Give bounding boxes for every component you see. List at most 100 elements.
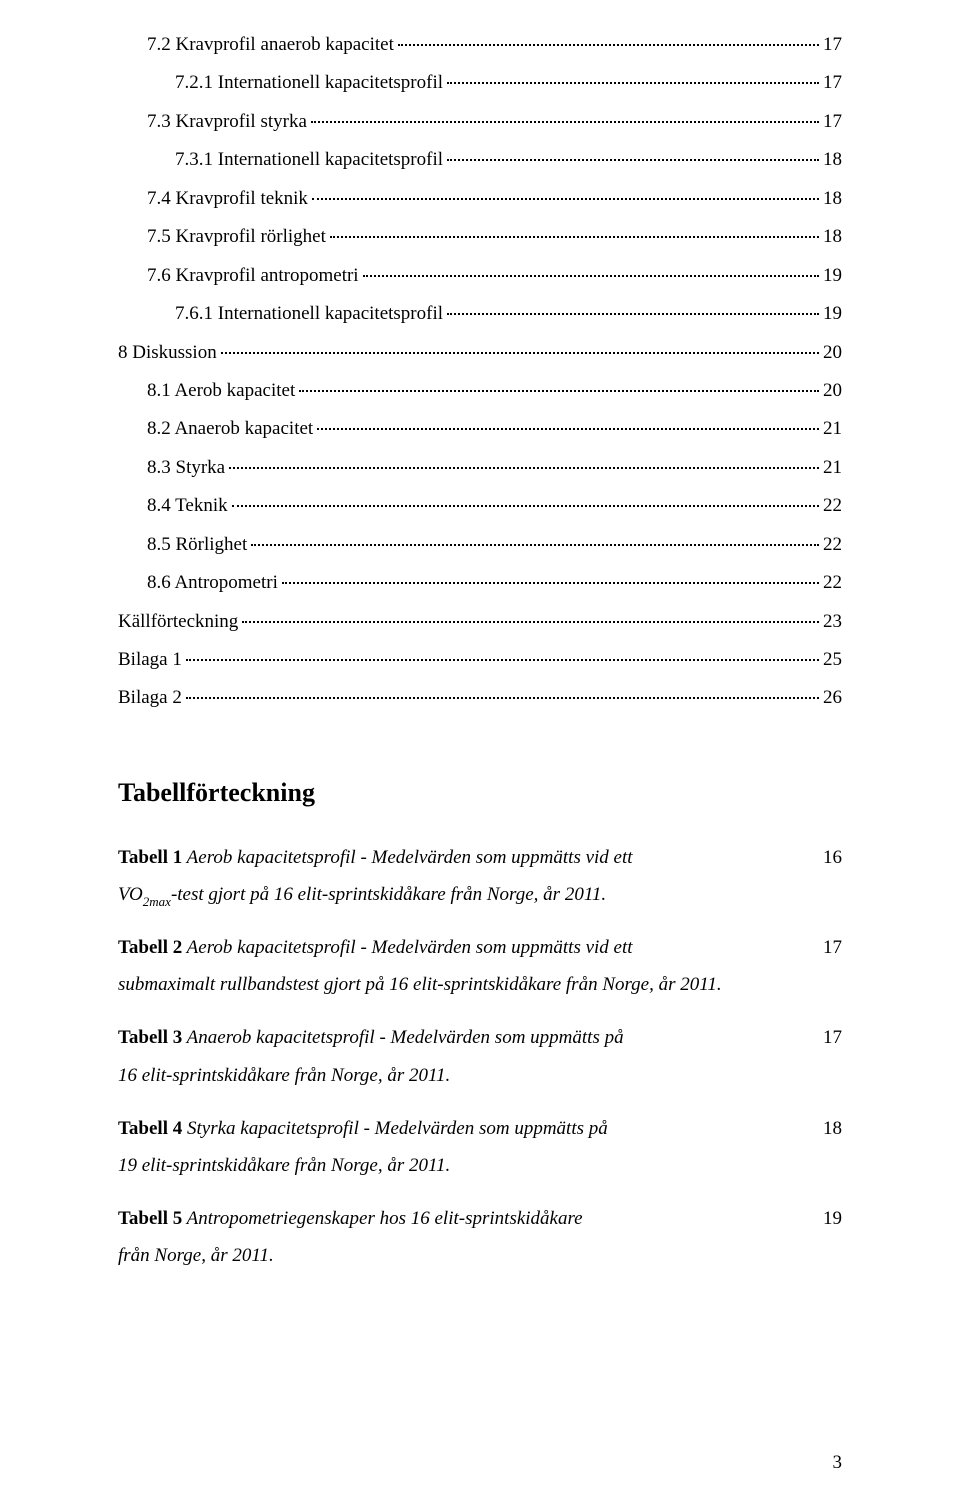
toc-entry: Källförteckning 23	[118, 607, 842, 636]
toc-dots	[229, 467, 819, 469]
toc-entry: 8.3 Styrka 21	[118, 453, 842, 482]
table-page: 17	[803, 1019, 842, 1056]
toc-label: Bilaga 2	[118, 683, 182, 712]
toc-dots	[221, 352, 819, 354]
table-desc-text: Aerob kapacitetsprofil - Medelvärden som…	[182, 937, 632, 958]
toc-label: 8 Diskussion	[118, 338, 217, 367]
table-entry: Tabell 5 Antropometriegenskaper hos 16 e…	[118, 1200, 842, 1274]
table-page: 19	[803, 1200, 842, 1237]
table-entry: Tabell 1 Aerob kapacitetsprofil - Medelv…	[118, 839, 842, 913]
toc-page: 17	[823, 107, 842, 136]
table-title: Tabell 3	[118, 1027, 182, 1048]
table-title: Tabell 4	[118, 1118, 182, 1139]
toc-label: 8.5 Rörlighet	[147, 530, 247, 559]
toc-page: 20	[823, 376, 842, 405]
toc-dots	[242, 621, 819, 623]
toc-page: 19	[823, 299, 842, 328]
toc-page: 19	[823, 261, 842, 290]
table-page: 18	[803, 1110, 842, 1147]
toc-entry: 8.1 Aerob kapacitet 20	[118, 376, 842, 405]
toc-entry: 7.6.1 Internationell kapacitetsprofil 19	[118, 299, 842, 328]
toc-dots	[317, 428, 819, 430]
table-entry: Tabell 2 Aerob kapacitetsprofil - Medelv…	[118, 929, 842, 1003]
toc-page: 18	[823, 184, 842, 213]
toc-label: 7.2 Kravprofil anaerob kapacitet	[147, 30, 394, 59]
toc-page: 26	[823, 683, 842, 712]
toc-entry: 8 Diskussion 20	[118, 338, 842, 367]
toc-page: 23	[823, 607, 842, 636]
toc-dots	[363, 275, 819, 277]
table-page: 17	[803, 929, 842, 966]
toc-entry: 7.5 Kravprofil rörlighet 18	[118, 222, 842, 251]
table-desc-text: Aerob kapacitetsprofil - Medelvärden som…	[182, 847, 632, 868]
toc-entry: 7.4 Kravprofil teknik 18	[118, 184, 842, 213]
toc-dots	[251, 544, 819, 546]
table-desc-subscript: 2max	[143, 894, 171, 909]
toc-label: Bilaga 1	[118, 645, 182, 674]
toc-page: 18	[823, 145, 842, 174]
table-desc-suffix: -test gjort på 16 elit-sprintskidåkare f…	[171, 884, 606, 905]
toc-label: Källförteckning	[118, 607, 238, 636]
table-entry: Tabell 4 Styrka kapacitetsprofil - Medel…	[118, 1110, 842, 1184]
toc-page: 21	[823, 414, 842, 443]
toc-label: 8.1 Aerob kapacitet	[147, 376, 295, 405]
toc-label: 8.3 Styrka	[147, 453, 225, 482]
table-desc-prefix: VO	[118, 884, 143, 905]
toc-page: 22	[823, 568, 842, 597]
toc-page: 22	[823, 491, 842, 520]
toc-dots	[330, 236, 819, 238]
toc-label: 8.6 Antropometri	[147, 568, 278, 597]
toc-page: 22	[823, 530, 842, 559]
toc-page: 17	[823, 68, 842, 97]
toc-entry: 7.3.1 Internationell kapacitetsprofil 18	[118, 145, 842, 174]
table-title: Tabell 2	[118, 937, 182, 958]
toc-label: 7.4 Kravprofil teknik	[147, 184, 308, 213]
toc-dots	[232, 505, 819, 507]
toc-entry: 7.2.1 Internationell kapacitetsprofil 17	[118, 68, 842, 97]
table-title: Tabell 5	[118, 1208, 182, 1229]
toc-dots	[282, 582, 819, 584]
toc-page: 18	[823, 222, 842, 251]
toc-entry: 8.6 Antropometri 22	[118, 568, 842, 597]
toc-entry: Bilaga 1 25	[118, 645, 842, 674]
table-entry: Tabell 3 Anaerob kapacitetsprofil - Mede…	[118, 1019, 842, 1093]
toc-entry: 8.5 Rörlighet 22	[118, 530, 842, 559]
table-title: Tabell 1	[118, 847, 182, 868]
toc-entry: 7.6 Kravprofil antropometri 19	[118, 261, 842, 290]
toc-entry: 7.2 Kravprofil anaerob kapacitet 17	[118, 30, 842, 59]
toc-entry: 8.2 Anaerob kapacitet 21	[118, 414, 842, 443]
toc-dots	[398, 44, 819, 46]
table-desc-line2: från Norge, år 2011.	[118, 1237, 842, 1274]
toc-dots	[312, 198, 819, 200]
toc-dots	[186, 659, 819, 661]
table-desc-text: Styrka kapacitetsprofil - Medelvärden so…	[182, 1118, 608, 1139]
toc-section: 7.2 Kravprofil anaerob kapacitet 17 7.2.…	[118, 30, 842, 713]
toc-entry: 8.4 Teknik 22	[118, 491, 842, 520]
table-desc-line2: 19 elit-sprintskidåkare från Norge, år 2…	[118, 1147, 842, 1184]
toc-label: 7.2.1 Internationell kapacitetsprofil	[175, 68, 443, 97]
toc-page: 25	[823, 645, 842, 674]
toc-label: 8.4 Teknik	[147, 491, 228, 520]
table-desc-text: Anaerob kapacitetsprofil - Medelvärden s…	[182, 1027, 623, 1048]
table-desc-line2: submaximalt rullbandstest gjort på 16 el…	[118, 966, 842, 1003]
toc-entry: Bilaga 2 26	[118, 683, 842, 712]
toc-label: 7.6.1 Internationell kapacitetsprofil	[175, 299, 443, 328]
toc-page: 20	[823, 338, 842, 367]
toc-dots	[186, 697, 819, 699]
toc-label: 7.3 Kravprofil styrka	[147, 107, 307, 136]
toc-page: 17	[823, 30, 842, 59]
toc-dots	[447, 313, 819, 315]
page-number: 3	[833, 1448, 843, 1477]
table-page: 16	[803, 839, 842, 876]
toc-dots	[447, 82, 819, 84]
toc-label: 7.6 Kravprofil antropometri	[147, 261, 359, 290]
toc-dots	[447, 159, 819, 161]
table-desc-line2: 16 elit-sprintskidåkare från Norge, år 2…	[118, 1057, 842, 1094]
toc-label: 8.2 Anaerob kapacitet	[147, 414, 313, 443]
toc-dots	[299, 390, 819, 392]
toc-label: 7.5 Kravprofil rörlighet	[147, 222, 326, 251]
table-desc-text: Antropometriegenskaper hos 16 elit-sprin…	[182, 1208, 582, 1229]
toc-dots	[311, 121, 819, 123]
toc-label: 7.3.1 Internationell kapacitetsprofil	[175, 145, 443, 174]
table-list-heading: Tabellförteckning	[118, 773, 842, 813]
